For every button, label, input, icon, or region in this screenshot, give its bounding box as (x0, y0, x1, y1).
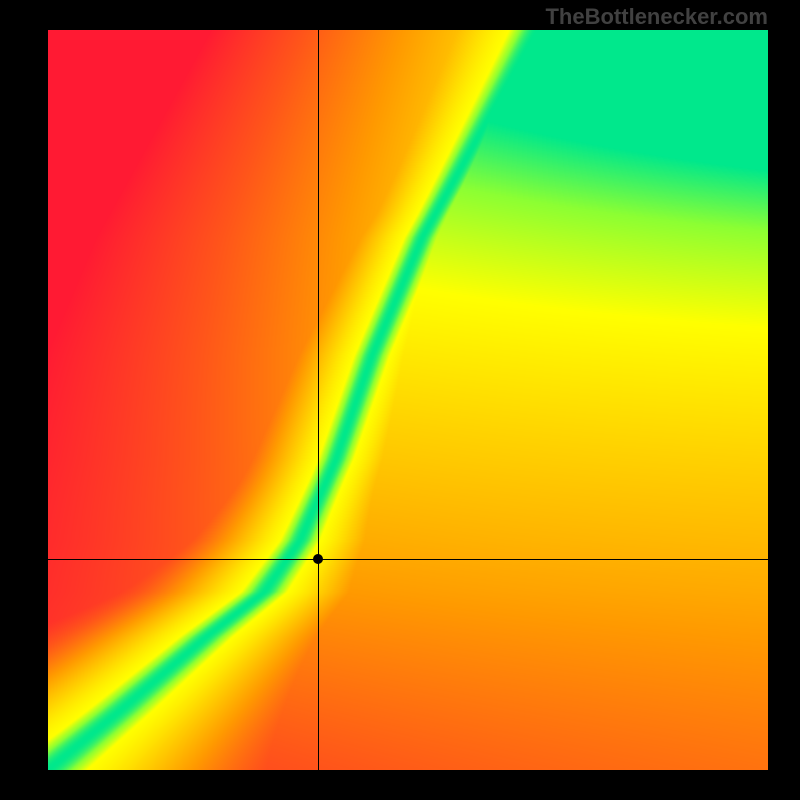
watermark-text: TheBottlenecker.com (545, 4, 768, 30)
heatmap-plot (48, 30, 768, 770)
crosshair-horizontal (48, 559, 768, 560)
crosshair-vertical (318, 30, 319, 770)
heatmap-canvas (48, 30, 768, 770)
chart-frame: TheBottlenecker.com (0, 0, 800, 800)
